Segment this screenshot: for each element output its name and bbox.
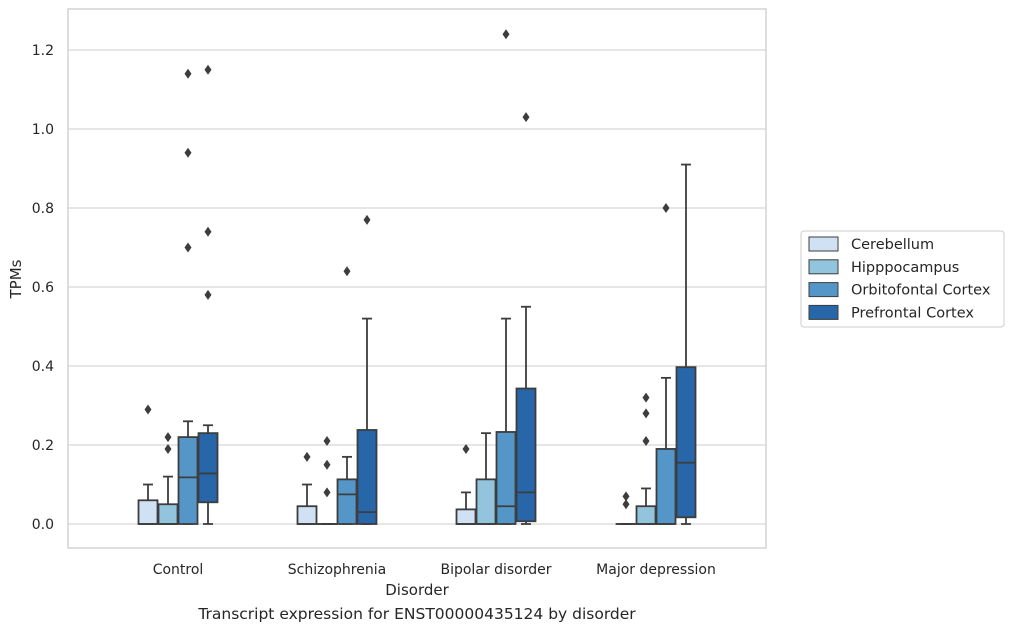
box-group [675,163,697,525]
outlier-point [622,491,630,502]
x-tick-label: Bipolar disorder [440,562,551,578]
box-group [455,443,477,525]
box-group [316,436,338,525]
outlier-point [502,29,510,40]
outlier-point [622,499,630,510]
box-group [615,491,637,525]
y-axis-label: TPMs [7,259,25,299]
legend-label: Cerebellum [851,237,934,253]
y-tick-label: 0.2 [32,438,54,454]
legend-swatch [808,236,839,252]
outlier-point [462,443,470,454]
y-tick-label: 0.4 [32,359,54,375]
box [455,508,477,525]
box [356,429,378,525]
box-group [137,404,159,525]
box [475,478,497,525]
box [296,505,318,525]
outlier-point [323,436,331,447]
outlier-point [184,242,192,253]
outlier-point [204,289,212,300]
outlier-point [164,443,172,454]
outlier-point [184,68,192,79]
plot-frame [67,8,767,549]
box [495,431,517,525]
box-group [157,432,179,525]
outlier-point [642,392,650,403]
legend-label: Hipppocampus [851,260,959,276]
x-tick-label: Schizophrenia [288,562,386,578]
outlier-point [323,459,331,470]
outlier-point [164,432,172,443]
outlier-point [323,487,331,498]
outlier-point [642,408,650,419]
outlier-point [522,112,530,123]
box [675,366,697,519]
outlier-point [144,404,152,415]
box-group [177,68,199,525]
y-tick-label: 1.0 [32,122,54,138]
outlier-point [204,226,212,237]
box [137,499,159,525]
box [177,436,199,525]
x-tick-label: Control [153,562,204,578]
figure-caption: Transcript expression for ENST0000043512… [198,605,636,623]
box-group [336,266,358,525]
legend: Cerebellum Hipppocampus Orbitofontal Corte… [800,230,1005,328]
y-tick-label: 0.6 [32,280,54,296]
outlier-point [343,266,351,277]
outlier-point [363,214,371,225]
outlier-point [184,147,192,158]
outlier-point [204,64,212,75]
box [635,505,657,525]
legend-swatch [808,282,839,298]
y-tick-labels: 0.0 0.2 0.4 0.6 0.8 1.0 1.2 [32,43,54,533]
box [515,387,537,523]
box [157,503,179,525]
box [655,448,677,525]
legend-label: Prefrontal Cortex [851,305,974,321]
x-tick-labels: Control Schizophrenia Bipolar disorder Majo… [153,562,716,578]
box-group [197,64,219,525]
outlier-point [642,436,650,447]
box [197,432,219,504]
outlier-point [303,451,311,462]
boxes-layer [137,29,697,525]
box-group [655,203,677,525]
box [336,478,358,525]
outlier-point [662,203,670,213]
legend-swatch [808,304,839,320]
box-group [515,112,537,525]
legend-swatch [808,259,839,275]
box-group [296,451,318,525]
x-axis-label: Disorder [385,581,449,599]
box-group [635,392,657,525]
box-group [356,214,378,525]
legend-frame [800,230,1005,328]
y-tick-label: 0.0 [32,517,54,533]
box-group [475,432,497,525]
y-tick-label: 1.2 [32,43,54,59]
legend-label: Orbitofontal Cortex [851,283,991,299]
box-group [495,29,517,525]
x-tick-label: Major depression [596,562,716,578]
y-tick-label: 0.8 [32,201,54,217]
